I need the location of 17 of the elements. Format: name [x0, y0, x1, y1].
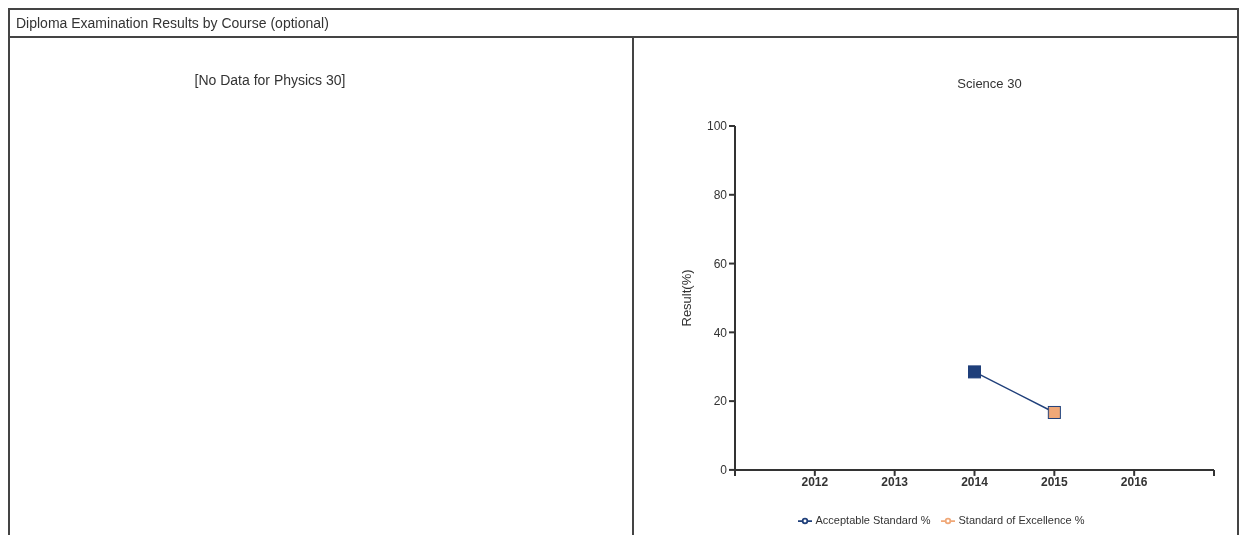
y-tick-label: 20: [713, 394, 728, 409]
x-tick-label: 2012: [801, 475, 829, 490]
y-tick-label: 60: [713, 256, 728, 271]
y-tick-label: 40: [713, 325, 728, 340]
chart-title: Science 30: [956, 76, 1023, 91]
x-tick-label: 2013: [881, 475, 909, 490]
text: Diploma Examination Results by Course (optional): [8, 8, 1239, 38]
y-tick-label: 100: [706, 119, 728, 134]
x-tick-label: 2014: [961, 475, 989, 490]
legend-label: Standard of Excellence %: [958, 513, 1085, 526]
y-tick-label: 0: [720, 463, 728, 478]
y-tick-label: 80: [713, 188, 728, 203]
y-axis-title: Result(%): [678, 269, 694, 327]
text: [No Data for Physics 30]: [193, 72, 347, 88]
x-tick-label: 2015: [1040, 475, 1068, 490]
legend-label: Acceptable Standard %: [815, 513, 931, 526]
x-tick-label: 2016: [1120, 475, 1148, 490]
